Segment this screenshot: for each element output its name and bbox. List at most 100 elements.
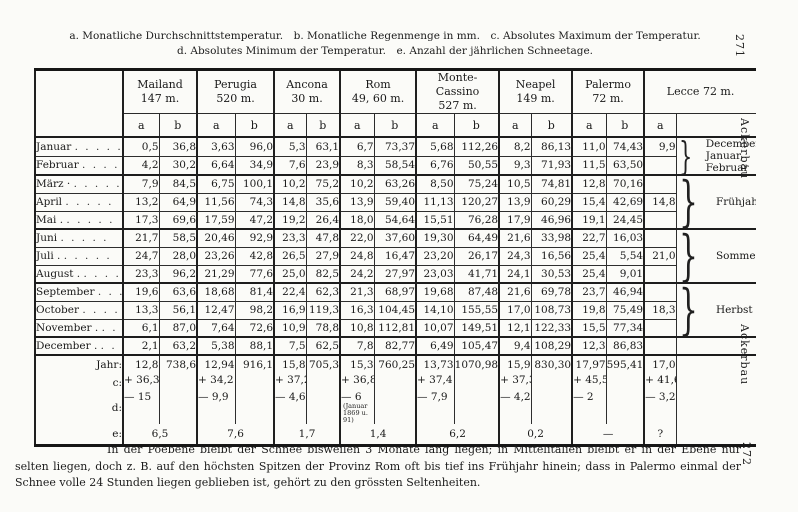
value-cell: 21,29 (196, 264, 236, 283)
value-cell: 830,30 (530, 354, 573, 374)
value-cell: 22,7 (571, 228, 607, 247)
city-header-lecce: Lecce 72 m. (643, 69, 757, 114)
value-cell (373, 391, 417, 424)
value-cell: 8,2 (498, 136, 532, 156)
value-cell: 23,3 (273, 228, 307, 247)
city-header: Mailand 147 m. (121, 69, 198, 114)
value-cell: 76,28 (453, 210, 500, 229)
value-cell: 36,8 (158, 136, 198, 156)
page-number-bottom: 272 (740, 442, 753, 466)
value-cell: 63,26 (373, 174, 417, 193)
subcol-a: a (196, 113, 236, 138)
value-cell: + 37,2 (273, 374, 307, 391)
month-label: September . . . (35, 282, 124, 301)
value-cell: 6,64 (196, 155, 236, 175)
subcol-b: b (158, 113, 198, 138)
value-cell: 24,1 (498, 264, 532, 283)
value-cell: 7,8 (339, 336, 375, 355)
value-cell: + 37,3 (498, 374, 532, 391)
subcol-a: a (339, 113, 375, 138)
value-cell: 916,1 (234, 354, 275, 374)
month-label: December . . . . (35, 336, 124, 355)
value-cell: 12,1 (498, 318, 532, 337)
value-cell: 10,5 (498, 174, 532, 193)
value-cell: + 37,4 (415, 374, 455, 391)
value-cell: 84,5 (158, 174, 198, 193)
value-cell: 595,41 (605, 354, 645, 374)
value-cell: 96,2 (158, 264, 198, 283)
value-cell: 15,51 (415, 210, 455, 229)
month-label: Juni . . . . . (35, 228, 124, 247)
value-cell: 72,6 (234, 318, 275, 337)
subcol-b: b (373, 113, 417, 138)
table-row: April . . . . . 13,2 64,9 11,56 74,3 14,8 35,6… (35, 192, 756, 211)
value-cell: 104,45 (373, 300, 417, 319)
value-cell: 74,43 (605, 136, 645, 156)
value-cell: 16,3 (339, 300, 375, 319)
value-cell (234, 374, 275, 391)
month-label: April . . . . . (35, 192, 124, 211)
table-row: November . . . .6,187,07,6472,610,978,81… (35, 318, 756, 337)
value-cell: 15,9 (498, 354, 532, 374)
month-label: October . . . . (35, 300, 124, 319)
footer-paragraph: In der Poebene bleibt der Schnee bisweil… (15, 443, 741, 489)
table-row: Mai . . . . . . 17,3 69,6 17,59 47,2 19,2 26,4… (35, 210, 756, 229)
value-cell: 108,29 (530, 336, 573, 355)
value-cell: 5,54 (605, 246, 645, 265)
value-cell: 19,6 (122, 282, 159, 301)
value-cell: 2,1 (122, 336, 159, 355)
value-cell: + 36,3 (122, 374, 159, 391)
value-cell: — (571, 424, 645, 445)
value-cell: 77,6 (234, 264, 275, 283)
lecce-value-cell (643, 210, 677, 229)
subcol-a: a (498, 113, 532, 138)
value-cell: 78,8 (305, 318, 341, 337)
table-row: Januar . . . . . 0,5 36,8 3,63 96,0 5,3 63,1 6,… (35, 136, 757, 175)
footnote: (Januar 1869 u. 91) (343, 402, 368, 424)
value-cell: 6,75 (196, 174, 236, 193)
value-cell: 23,03 (415, 264, 455, 283)
value-cell: 25,4 (571, 264, 607, 283)
value-cell: 60,29 (530, 192, 573, 211)
value-cell: 10,2 (273, 174, 307, 193)
value-cell: — 4,6 (273, 391, 307, 424)
value-cell: 13,2 (122, 192, 159, 211)
value-cell: 47,8 (305, 228, 341, 247)
value-cell: 0,2 (498, 424, 573, 445)
value-cell (605, 374, 645, 391)
value-cell: 86,13 (530, 136, 573, 156)
value-cell: 21,6 (498, 228, 532, 247)
value-cell: 705,3 (305, 354, 341, 374)
value-cell: 7,5 (273, 336, 307, 355)
value-cell (373, 374, 417, 391)
value-cell: 7,64 (196, 318, 236, 337)
value-cell: 96,0 (234, 136, 275, 156)
value-cell: 88,1 (234, 336, 275, 355)
value-cell: — 4,2 (498, 391, 532, 424)
value-cell: 56,1 (158, 300, 198, 319)
season-header (675, 113, 757, 138)
value-cell: 15,8 (273, 354, 307, 374)
value-cell: 17,59 (196, 210, 236, 229)
lecce-value-cell: + 41,6 (643, 374, 677, 391)
value-cell: 15,5 (571, 318, 607, 337)
value-cell: 120,27 (453, 192, 500, 211)
table-row: d: — 15 — 9,9 — 4,6 — 6 (Januar 1869 u. 91) — … (35, 391, 756, 424)
lecce-value-cell (643, 228, 677, 247)
lecce-value-cell (643, 264, 677, 283)
value-cell: 6,49 (415, 336, 455, 355)
value-cell: 41,71 (453, 264, 500, 283)
value-cell: 27,9 (305, 246, 341, 265)
value-cell: 17,3 (122, 210, 159, 229)
brace-icon: } (678, 229, 698, 283)
value-cell (530, 391, 573, 424)
month-label: Juli . . . . . . (35, 246, 124, 265)
value-cell: 63,1 (305, 136, 341, 156)
city-header: Ancona 30 m. (273, 69, 341, 114)
value-cell: 50,55 (453, 155, 500, 175)
value-cell: — 15 (122, 391, 159, 424)
value-cell: 1,7 (273, 424, 341, 445)
value-cell: 92,9 (234, 228, 275, 247)
value-cell: 5,3 (273, 136, 307, 156)
value-cell: 58,5 (158, 228, 198, 247)
